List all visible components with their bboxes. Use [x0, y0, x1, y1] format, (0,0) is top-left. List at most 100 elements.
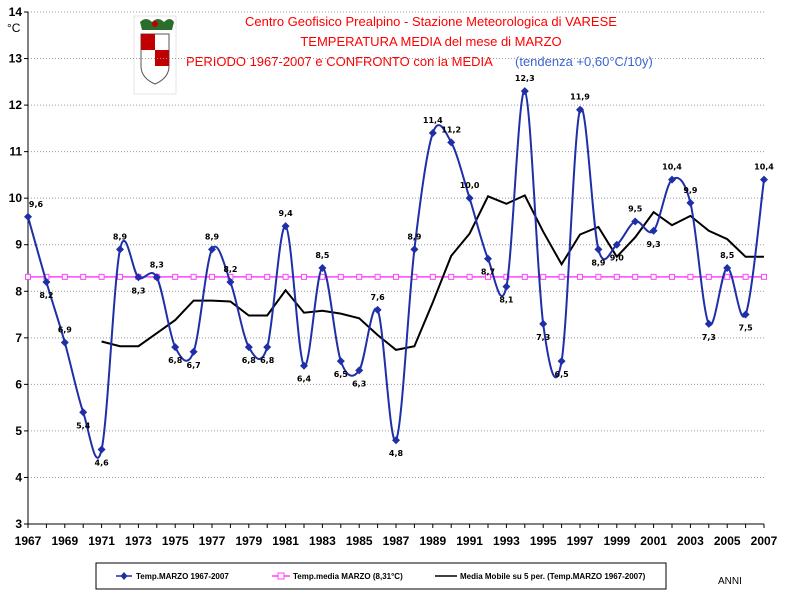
y-tick-label-9: 9	[15, 238, 22, 252]
mean-marker-1970	[80, 273, 87, 280]
temperature-marker-1972	[116, 245, 124, 254]
data-label-1981: 9,4	[279, 209, 294, 218]
temperature-marker-1984	[336, 357, 345, 366]
data-label-1972: 8,9	[113, 232, 128, 241]
data-label-1984: 6,5	[334, 370, 349, 379]
mean-marker-1987	[393, 273, 399, 280]
data-label-1978: 8,2	[223, 265, 237, 274]
data-label-1995: 7,3	[536, 333, 550, 342]
mean-marker-1992	[485, 273, 491, 280]
data-label-1967: 9,6	[29, 200, 44, 209]
temperature-marker-1992	[484, 254, 492, 263]
moving-average-line	[101, 194, 764, 351]
temperature-marker-2000	[631, 217, 640, 226]
temperature-marker-1987	[392, 436, 400, 445]
data-label-1973: 8,3	[131, 286, 145, 295]
legend-label-mean: Temp.media MARZO (8,31°C)	[293, 572, 403, 581]
data-label-1968: 8,2	[39, 291, 53, 300]
mean-marker-1986	[374, 273, 381, 280]
temperature-marker-1976	[189, 347, 198, 356]
y-tick-label-14: 14	[9, 5, 23, 19]
y-tick-label-10: 10	[9, 191, 23, 205]
mean-marker-1989	[429, 273, 436, 280]
temperature-marker-1969	[60, 338, 69, 347]
legend-label-temp: Temp.MARZO 1967-2007	[136, 572, 229, 581]
mean-marker-1984	[337, 273, 344, 280]
x-tick-label-1981: 1981	[272, 534, 299, 548]
x-tick-label-1997: 1997	[567, 534, 594, 548]
temperature-marker-1989	[428, 129, 437, 138]
data-label-1988: 8,9	[407, 232, 422, 241]
mean-marker-1980	[264, 273, 271, 280]
legend-marker-mean	[277, 572, 285, 580]
mean-marker-1985	[356, 273, 363, 280]
x-tick-label-1977: 1977	[199, 534, 226, 548]
x-tick-label-1975: 1975	[162, 534, 189, 548]
y-tick-label-6: 6	[15, 377, 22, 391]
x-tick-label-1991: 1991	[456, 534, 483, 548]
x-tick-label-1993: 1993	[493, 534, 520, 548]
temperature-marker-1974	[152, 273, 161, 282]
mean-marker-1990	[448, 273, 455, 280]
temperature-marker-1967	[24, 212, 32, 221]
temperature-marker-1994	[520, 87, 529, 96]
chart-title: Centro Geofisico Prealpino - Stazione Me…	[186, 14, 653, 69]
data-label-1986: 7,6	[371, 293, 386, 302]
data-label-1990: 11,2	[441, 125, 461, 134]
data-label-1993: 8,1	[499, 296, 514, 305]
mean-marker-2004	[705, 273, 712, 280]
trend-note: (tendenza +0,60°C/10y)	[515, 54, 653, 69]
mean-marker-1991	[466, 273, 473, 280]
temperature-marker-2007	[760, 175, 768, 184]
temperature-marker-2003	[686, 198, 695, 207]
data-label-1997: 11,9	[570, 93, 590, 102]
mean-marker-1979	[245, 273, 252, 280]
temperature-marker-1978	[226, 277, 235, 286]
data-labels: 9,68,26,95,44,68,98,38,36,86,78,98,26,8 6…	[29, 74, 774, 467]
x-tick-label-1995: 1995	[530, 534, 557, 548]
mean-marker-1982	[301, 273, 307, 280]
legend-marker-temp	[120, 572, 128, 580]
x-tick-label-1973: 1973	[125, 534, 152, 548]
mean-marker-1997	[577, 273, 583, 280]
mean-marker-1971	[98, 273, 105, 280]
mean-marker-1994	[521, 273, 528, 280]
y-tick-label-8: 8	[15, 284, 22, 298]
temperature-marker-2006	[741, 310, 750, 319]
data-label-1982: 6,4	[297, 375, 312, 384]
y-tick-labels: 3 4 5 6 7 8 9 10 11 12 13 14	[9, 5, 23, 531]
temperature-marker-1985	[355, 366, 364, 375]
x-tick-label-1983: 1983	[309, 534, 336, 548]
y-tick-label-13: 13	[9, 52, 23, 66]
temperature-marker-2001	[649, 226, 658, 235]
x-tick-label-1989: 1989	[419, 534, 446, 548]
x-axis-label: ANNI	[718, 576, 742, 587]
legend-label-ma: Media Mobile su 5 per. (Temp.MARZO 1967-…	[460, 572, 646, 581]
temperature-marker-1979	[244, 343, 253, 352]
x-tick-label-2001: 2001	[640, 534, 667, 548]
data-label-2002: 10,4	[662, 163, 682, 172]
data-label-2005: 8,5	[720, 251, 735, 260]
temperature-marker-1977	[208, 245, 216, 254]
temperature-marker-1970	[79, 408, 88, 417]
data-label-1974: 8,3	[150, 260, 164, 269]
title-line-2: TEMPERATURA MEDIA del mese di MARZO	[300, 34, 561, 49]
temperature-marker-1986	[373, 305, 382, 314]
data-label-1975: 6,8	[168, 356, 183, 365]
y-tick-label-12: 12	[9, 98, 23, 112]
axes	[24, 11, 765, 528]
x-tick-label-2005: 2005	[714, 534, 741, 548]
data-label-1989: 11,4	[423, 116, 443, 125]
y-tick-label-7: 7	[15, 331, 22, 345]
data-label-2003: 9,9	[683, 186, 698, 195]
temperature-marker-1996	[557, 357, 566, 366]
data-label-2001: 9,3	[647, 240, 661, 249]
data-label-1983: 8,5	[315, 251, 330, 260]
data-label-1969: 6,9	[58, 325, 73, 334]
temperature-marker-1995	[539, 319, 548, 328]
data-label-1994: 12,3	[515, 74, 535, 83]
data-label-2000: 9,5	[628, 204, 643, 213]
mean-marker-1996	[558, 273, 565, 280]
data-label-2004: 7,3	[702, 333, 716, 342]
